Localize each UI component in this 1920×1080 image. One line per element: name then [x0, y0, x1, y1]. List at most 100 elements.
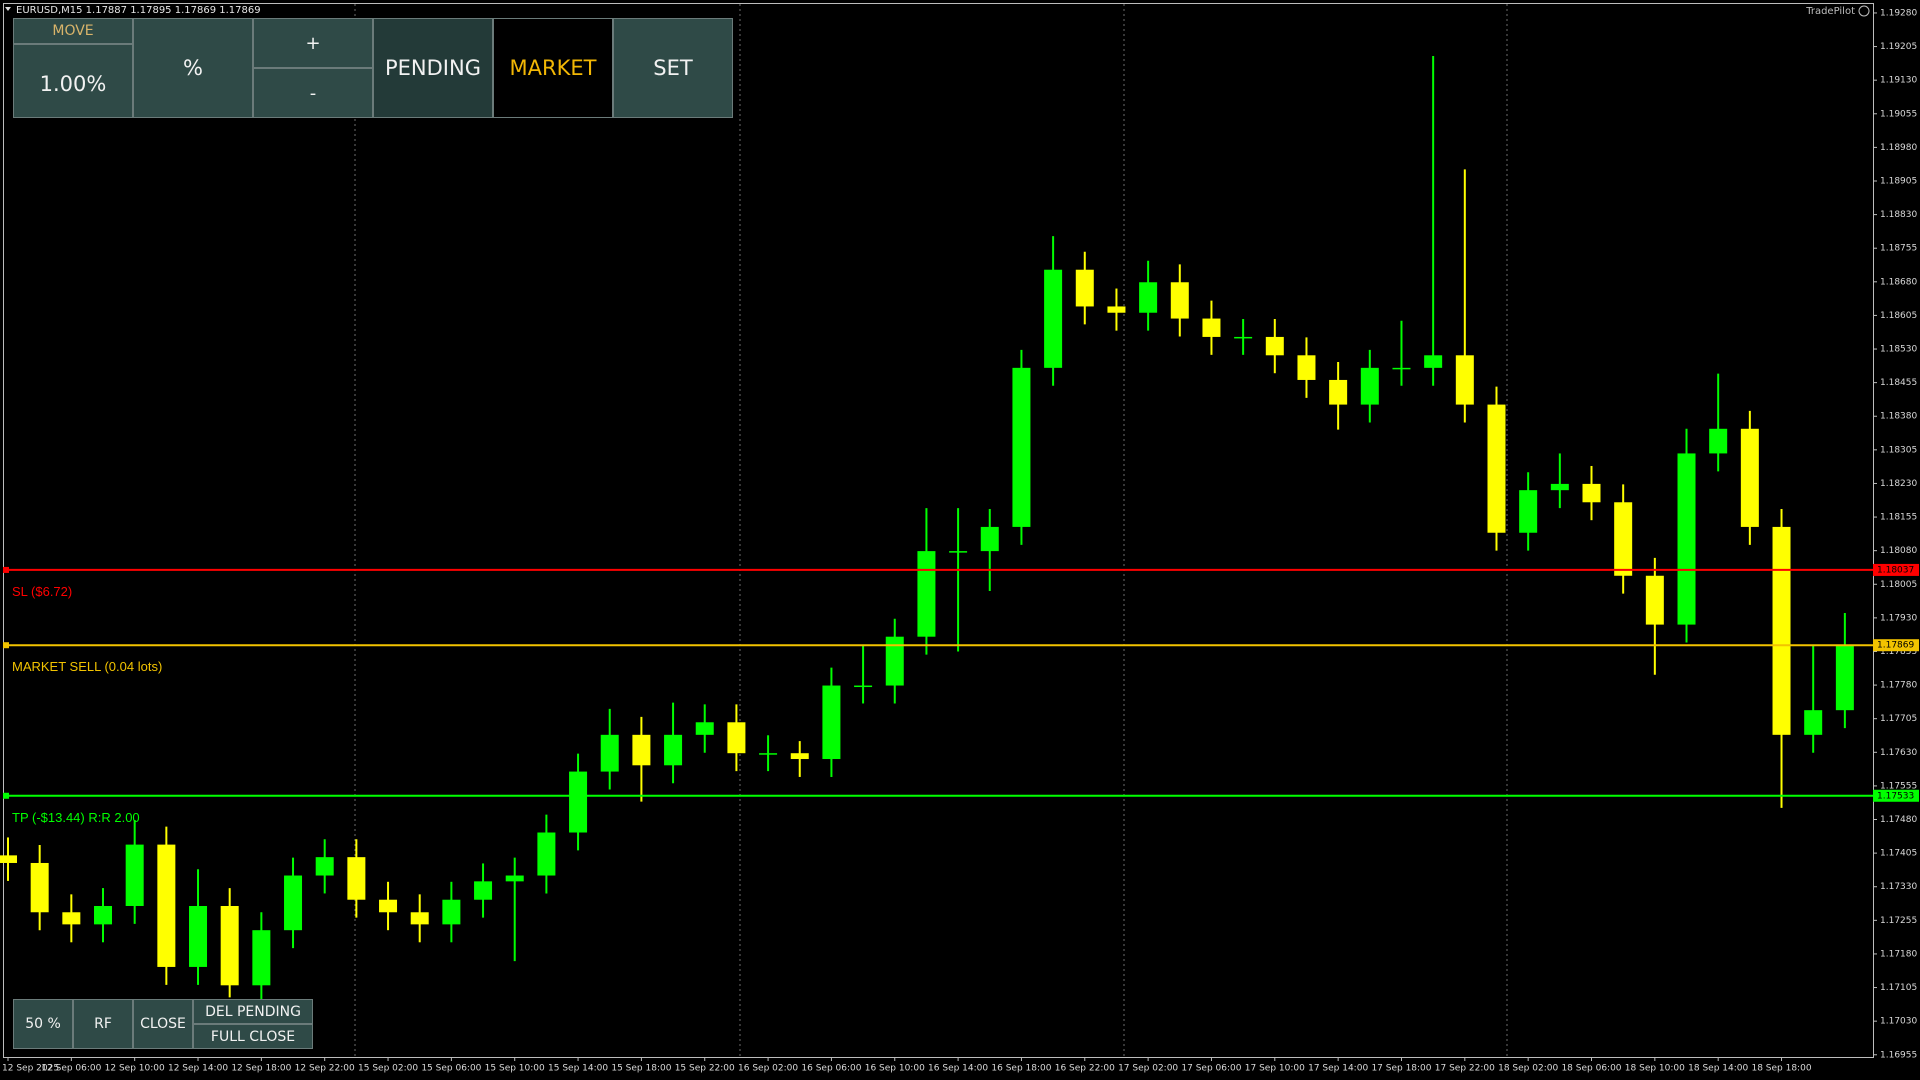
y-tick-label: 1.18605	[1880, 311, 1917, 321]
x-tick-label: 16 Sep 14:00	[928, 1064, 988, 1074]
y-tick-label: 1.17180	[1880, 949, 1917, 959]
market-button[interactable]: MARKET	[493, 18, 613, 118]
x-tick-label: 18 Sep 18:00	[1751, 1064, 1811, 1074]
chart-frame	[3, 3, 1874, 1058]
pending-button[interactable]: PENDING	[373, 18, 493, 118]
level-handle	[3, 642, 9, 649]
candle-body	[1772, 526, 1791, 735]
candle-body	[632, 734, 651, 766]
risk-value[interactable]: 1.00%	[13, 44, 133, 118]
y-tick-label: 1.19280	[1880, 8, 1917, 18]
rf-button[interactable]: RF	[73, 999, 133, 1049]
candle-body	[980, 526, 999, 552]
y-tick-label: 1.18305	[1880, 445, 1917, 455]
y-tick-label: 1.17480	[1880, 815, 1917, 825]
x-tick-label: 12 Sep 18:00	[231, 1064, 291, 1074]
x-tick-label: 18 Sep 14:00	[1688, 1064, 1748, 1074]
candle-body	[442, 899, 461, 925]
candle-body	[1835, 645, 1854, 711]
candle-body	[1297, 355, 1316, 380]
candle-body	[125, 844, 144, 906]
x-tick-label: 17 Sep 18:00	[1371, 1064, 1431, 1074]
candle-body	[252, 930, 271, 986]
y-tick-label: 1.18230	[1880, 479, 1917, 489]
candle-body	[62, 912, 81, 925]
x-tick-label: 17 Sep 06:00	[1181, 1064, 1241, 1074]
y-tick-label: 1.19205	[1880, 42, 1917, 52]
mode-button[interactable]: %	[133, 18, 253, 118]
y-tick-label: 1.18755	[1880, 244, 1917, 254]
x-tick-label: 12 Sep 22:00	[295, 1064, 355, 1074]
close-button[interactable]: CLOSE	[133, 999, 193, 1049]
y-tick-label: 1.17930	[1880, 613, 1917, 623]
y-tick-label: 1.18530	[1880, 345, 1917, 355]
y-tick-label: 1.18380	[1880, 412, 1917, 422]
candle-body	[1392, 367, 1411, 370]
move-button[interactable]: MOVE	[13, 18, 133, 44]
price-tag: 1.18037	[1877, 565, 1914, 575]
x-tick-label: 18 Sep 02:00	[1498, 1064, 1558, 1074]
candle-body	[1582, 483, 1601, 503]
x-tick-label: 16 Sep 02:00	[738, 1064, 798, 1074]
minus-button[interactable]: -	[253, 68, 373, 118]
x-tick-label: 12 Sep 14:00	[168, 1064, 228, 1074]
menu-arrow[interactable]	[5, 7, 11, 11]
plus-button[interactable]: +	[253, 18, 373, 68]
y-tick-label: 1.17705	[1880, 714, 1917, 724]
candle-body	[220, 905, 239, 986]
level-label: MARKET SELL (0.04 lots)	[12, 659, 163, 675]
y-tick-label: 1.16955	[1880, 1050, 1917, 1060]
candle-body	[1487, 404, 1506, 533]
x-tick-label: 16 Sep 18:00	[991, 1064, 1051, 1074]
candle-body	[1044, 269, 1063, 368]
candle-body	[157, 844, 176, 967]
level-handle	[3, 792, 9, 799]
y-tick-label: 1.17855	[1880, 647, 1917, 657]
price-tag: 1.17533	[1877, 791, 1914, 801]
candle-body	[1424, 355, 1443, 368]
x-tick-label: 17 Sep 10:00	[1245, 1064, 1305, 1074]
candle-body	[1329, 379, 1348, 405]
x-tick-label: 17 Sep 14:00	[1308, 1064, 1368, 1074]
y-tick-label: 1.18455	[1880, 378, 1917, 388]
half-close-button[interactable]: 50 %	[13, 999, 73, 1049]
candle-body	[727, 722, 746, 754]
y-tick-label: 1.18680	[1880, 277, 1917, 287]
y-tick-label: 1.18980	[1880, 143, 1917, 153]
del-pending-button[interactable]: DEL PENDING	[193, 999, 313, 1024]
set-button[interactable]: SET	[613, 18, 733, 118]
price-tag: 1.17869	[1877, 641, 1914, 651]
candle-body	[854, 685, 873, 688]
price-tag-bg	[1873, 639, 1919, 652]
y-tick-label: 1.17405	[1880, 849, 1917, 859]
x-tick-label: 17 Sep 02:00	[1118, 1064, 1178, 1074]
y-tick-label: 1.17105	[1880, 983, 1917, 993]
full-close-button[interactable]: FULL CLOSE	[193, 1024, 313, 1049]
y-tick-label: 1.19130	[1880, 76, 1917, 86]
candle-body	[759, 753, 778, 755]
brand: TradePilot	[1805, 6, 1855, 17]
y-tick-label: 1.18905	[1880, 176, 1917, 186]
price-tag-bg	[1873, 563, 1919, 576]
candle-body	[790, 753, 809, 760]
candle-body	[189, 905, 208, 967]
symbol-info: EURUSD,M15 1.17887 1.17895 1.17869 1.178…	[16, 5, 261, 16]
candle-body	[1709, 428, 1728, 454]
candle-body	[664, 734, 683, 766]
x-tick-label: 16 Sep 22:00	[1055, 1064, 1115, 1074]
price-tag-bg	[1873, 789, 1919, 802]
y-tick-label: 1.17555	[1880, 781, 1917, 791]
x-tick-label: 17 Sep 22:00	[1435, 1064, 1495, 1074]
x-tick-label: 15 Sep 10:00	[485, 1064, 545, 1074]
candle-body	[94, 905, 113, 925]
candle-body	[1360, 367, 1379, 405]
y-tick-label: 1.17780	[1880, 681, 1917, 691]
x-tick-label: 16 Sep 06:00	[801, 1064, 861, 1074]
candle-body	[600, 734, 619, 772]
candle-body	[917, 551, 936, 637]
candle-body	[410, 912, 429, 925]
candle-body	[1107, 306, 1126, 313]
candle-body	[1202, 318, 1221, 337]
y-tick-label: 1.18080	[1880, 546, 1917, 556]
